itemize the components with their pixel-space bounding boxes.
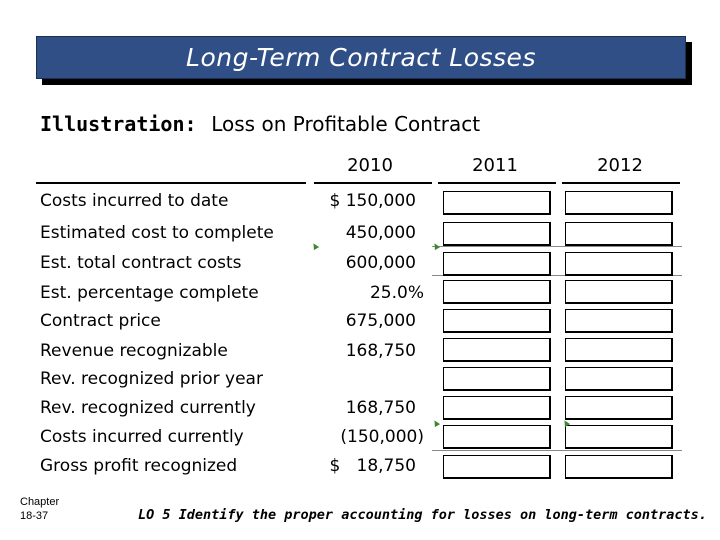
input-box-2012-row-10[interactable] [565,455,673,479]
input-box-2011-row-2[interactable] [443,222,551,246]
input-box-2011-row-6[interactable] [443,338,551,362]
underline-row-3 [432,275,682,276]
input-box-2012-row-3[interactable] [565,252,673,276]
learning-objective: LO 5 Identify the proper accounting for … [138,507,707,523]
input-box-2012-row-1[interactable] [565,191,673,215]
underline-row-9 [432,450,682,451]
slide-title: Long-Term Contract Losses [186,43,536,72]
input-box-2011-row-5[interactable] [443,309,551,333]
illustration-label: Illustration: [40,112,197,136]
value-2010-gross-profit-recognized: $ 18,750 [329,456,416,476]
underline-row-2 [432,246,682,247]
row-label-estimated-cost-to-complete: Estimated cost to complete [40,223,274,243]
chapter-title: Chapter [20,496,60,508]
input-box-2011-row-10[interactable] [443,455,551,479]
input-box-2011-row-4[interactable] [443,280,551,304]
row-label-est-percentage-complete: Est. percentage complete [40,283,259,303]
input-box-2011-row-7[interactable] [443,367,551,391]
column-header-2012: 2012 [597,155,643,176]
row-label-est-total-contract-costs: Est. total contract costs [40,253,242,273]
column-rule-2012 [562,182,680,184]
value-2010-contract-price: 675,000 [345,311,416,331]
tick-mark-icon [431,241,441,251]
column-rule-2010 [314,182,432,184]
row-label-costs-incurred-to-date: Costs incurred to date [40,191,229,211]
tick-mark-icon [310,241,320,251]
label-column-rule [36,182,306,184]
value-2010-estimated-cost-to-complete: 450,000 [345,223,416,243]
input-box-2012-row-8[interactable] [565,396,673,420]
chapter-label: Chapter 18-37 [20,495,59,523]
input-box-2012-row-6[interactable] [565,338,673,362]
input-box-2012-row-4[interactable] [565,280,673,304]
column-header-2011: 2011 [472,155,518,176]
input-box-2011-row-8[interactable] [443,396,551,420]
row-label-rev-recognized-prior-year: Rev. recognized prior year [40,369,263,389]
input-box-2011-row-9[interactable] [443,425,551,449]
tick-mark-icon [431,418,441,428]
value-2010-est-percentage-complete: 25.0% [369,283,424,303]
input-box-2012-row-9[interactable] [565,425,673,449]
input-box-2012-row-5[interactable] [565,309,673,333]
input-box-2012-row-7[interactable] [565,367,673,391]
column-rule-2011 [438,182,556,184]
row-label-contract-price: Contract price [40,311,161,331]
chapter-page-number: 18-37 [20,510,49,522]
column-header-2010: 2010 [347,155,393,176]
row-label-revenue-recognizable: Revenue recognizable [40,341,228,361]
value-2010-est-total-contract-costs: 600,000 [345,253,416,273]
illustration-heading: Illustration: Loss on Profitable Contrac… [40,112,480,136]
value-2010-costs-incurred-to-date: $ 150,000 [329,191,416,211]
title-bar: Long-Term Contract Losses [36,36,686,79]
illustration-subtitle: Loss on Profitable Contract [211,112,481,136]
value-2010-costs-incurred-currently: (150,000) [340,427,424,447]
input-box-2012-row-2[interactable] [565,222,673,246]
input-box-2011-row-3[interactable] [443,252,551,276]
row-label-costs-incurred-currently: Costs incurred currently [40,427,244,447]
row-label-rev-recognized-currently: Rev. recognized currently [40,398,256,418]
value-2010-rev-recognized-currently: 168,750 [345,398,416,418]
input-box-2011-row-1[interactable] [443,191,551,215]
row-label-gross-profit-recognized: Gross profit recognized [40,456,238,476]
value-2010-revenue-recognizable: 168,750 [345,341,416,361]
